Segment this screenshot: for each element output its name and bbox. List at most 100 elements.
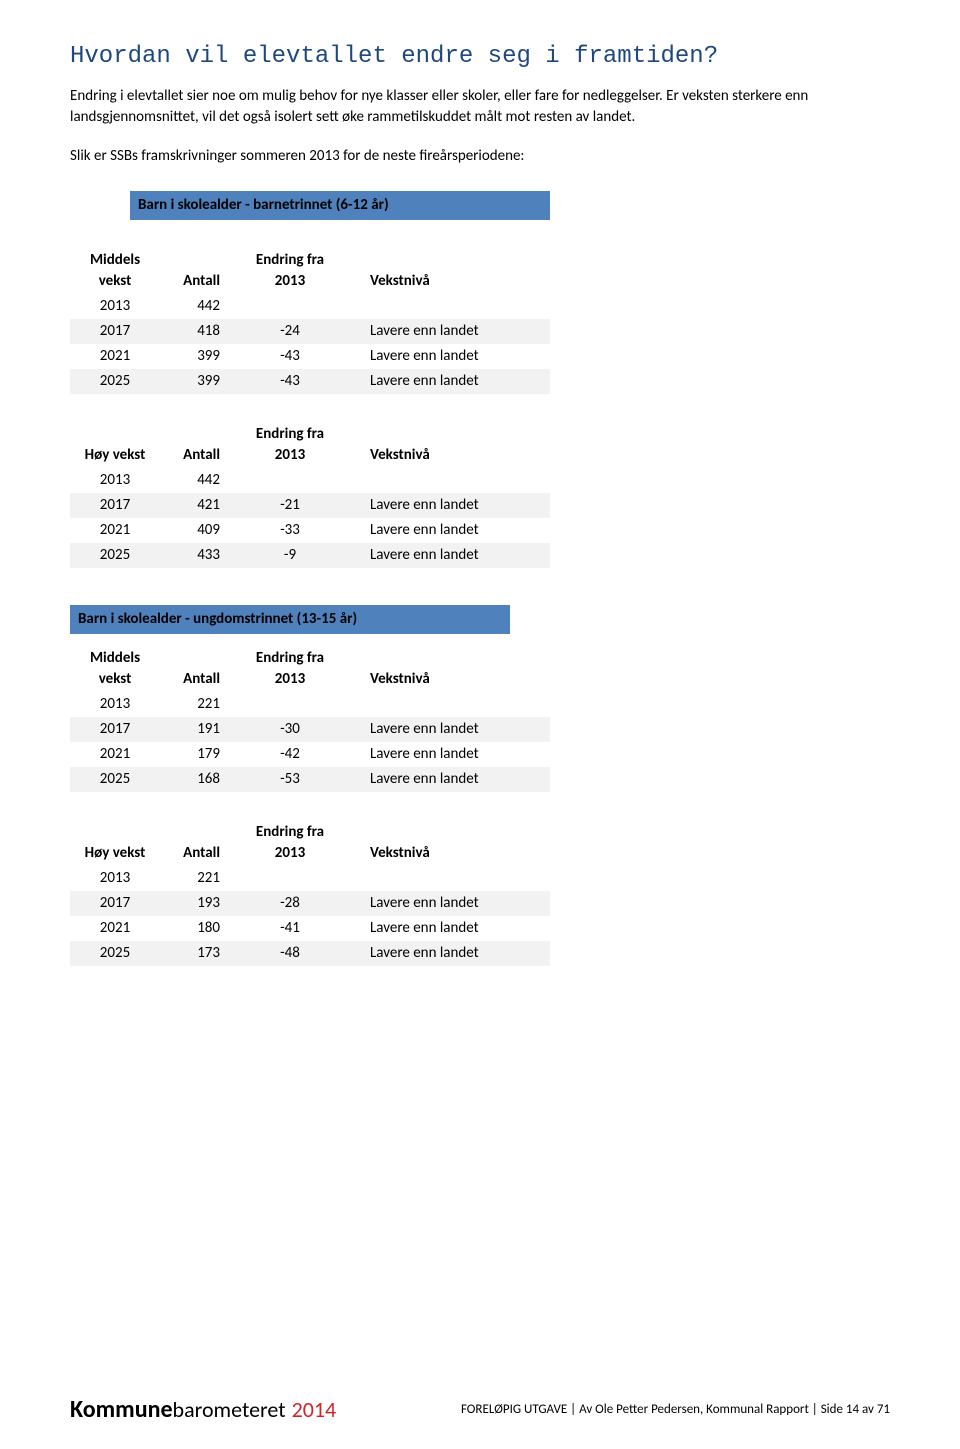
table-row: 2025399-43Lavere enn landet [70,369,550,394]
page-footer: Kommunebarometeret 2014 FORELØPIG UTGAVE… [70,1393,890,1427]
col-header-vekstniva: Vekstnivå [350,820,550,866]
col-header-endring: Endring fra 2013 [230,248,350,294]
cell-antall: 442 [160,294,230,319]
logo-bold: Kommune [70,1393,173,1427]
intro-paragraph-1: Endring i elevtallet sier noe om mulig b… [70,86,890,128]
cell-year: 2021 [70,518,160,543]
table-body: 20132212017191-30Lavere enn landet202117… [70,692,550,792]
cell-year: 2013 [70,692,160,717]
table-middels-ungdomstrinnet: Middels vekst Antall Endring fra 2013 Ve… [70,646,550,792]
col-header-hoy: Høy vekst [70,820,160,866]
cell-antall: 409 [160,518,230,543]
table-body: 20134422017418-24Lavere enn landet202139… [70,294,550,394]
table-row: 2017418-24Lavere enn landet [70,319,550,344]
cell-endring: -9 [230,543,350,568]
cell-vekstniva: Lavere enn landet [350,891,550,916]
cell-antall: 399 [160,369,230,394]
cell-antall: 399 [160,344,230,369]
cell-antall: 433 [160,543,230,568]
table-row: 2021399-43Lavere enn landet [70,344,550,369]
cell-year: 2017 [70,891,160,916]
table-row: 2013221 [70,692,550,717]
cell-antall: 221 [160,866,230,891]
table-body: 20134422017421-21Lavere enn landet202140… [70,468,550,568]
cell-year: 2025 [70,767,160,792]
cell-year: 2013 [70,468,160,493]
table-row: 2017421-21Lavere enn landet [70,493,550,518]
table-row: 2013442 [70,468,550,493]
cell-endring: -24 [230,319,350,344]
cell-vekstniva: Lavere enn landet [350,344,550,369]
table-middels-barnetrinnet: Middels vekst Antall Endring fra 2013 Ve… [70,248,550,394]
col-header-vekstniva: Vekstnivå [350,248,550,294]
cell-vekstniva: Lavere enn landet [350,742,550,767]
cell-endring: -43 [230,369,350,394]
cell-antall: 193 [160,891,230,916]
cell-vekstniva [350,866,550,891]
cell-year: 2025 [70,543,160,568]
cell-antall: 173 [160,941,230,966]
cell-endring: -41 [230,916,350,941]
cell-antall: 421 [160,493,230,518]
cell-year: 2017 [70,493,160,518]
col-header-vekstniva: Vekstnivå [350,646,550,692]
cell-vekstniva: Lavere enn landet [350,369,550,394]
cell-vekstniva [350,294,550,319]
cell-year: 2017 [70,717,160,742]
table-row: 2017193-28Lavere enn landet [70,891,550,916]
table-row: 2025433-9Lavere enn landet [70,543,550,568]
col-header-middels: Middels vekst [70,646,160,692]
col-header-middels: Middels vekst [70,248,160,294]
cell-vekstniva: Lavere enn landet [350,941,550,966]
col-header-endring: Endring fra 2013 [230,422,350,468]
cell-year: 2017 [70,319,160,344]
cell-antall: 179 [160,742,230,767]
col-header-antall: Antall [160,422,230,468]
section-header-barnetrinnet: Barn i skolealder - barnetrinnet (6-12 å… [130,191,550,220]
logo-rest: barometeret [173,1395,286,1426]
cell-antall: 168 [160,767,230,792]
intro-paragraph-2: Slik er SSBs framskrivninger sommeren 20… [70,146,890,167]
col-header-antall: Antall [160,820,230,866]
cell-year: 2021 [70,916,160,941]
cell-vekstniva: Lavere enn landet [350,767,550,792]
col-header-endring: Endring fra 2013 [230,820,350,866]
cell-vekstniva [350,692,550,717]
table-row: 2017191-30Lavere enn landet [70,717,550,742]
cell-year: 2025 [70,369,160,394]
cell-endring [230,294,350,319]
cell-antall: 221 [160,692,230,717]
logo: Kommunebarometeret 2014 [70,1393,336,1427]
cell-endring: -43 [230,344,350,369]
table-row: 2013221 [70,866,550,891]
table-row: 2025168-53Lavere enn landet [70,767,550,792]
cell-endring [230,692,350,717]
cell-vekstniva: Lavere enn landet [350,493,550,518]
cell-vekstniva: Lavere enn landet [350,319,550,344]
cell-endring [230,866,350,891]
page-title: Hvordan vil elevtallet endre seg i framt… [70,40,890,74]
cell-endring: -48 [230,941,350,966]
table-row: 2021179-42Lavere enn landet [70,742,550,767]
cell-antall: 180 [160,916,230,941]
logo-year: 2014 [292,1395,337,1426]
cell-endring: -21 [230,493,350,518]
table-row: 2013442 [70,294,550,319]
cell-vekstniva: Lavere enn landet [350,717,550,742]
table-row: 2021180-41Lavere enn landet [70,916,550,941]
cell-vekstniva: Lavere enn landet [350,518,550,543]
cell-year: 2021 [70,344,160,369]
col-header-endring: Endring fra 2013 [230,646,350,692]
cell-endring [230,468,350,493]
cell-endring: -28 [230,891,350,916]
cell-vekstniva: Lavere enn landet [350,916,550,941]
col-header-hoy: Høy vekst [70,422,160,468]
cell-year: 2025 [70,941,160,966]
cell-endring: -53 [230,767,350,792]
table-body: 20132212017193-28Lavere enn landet202118… [70,866,550,966]
cell-year: 2013 [70,866,160,891]
table-hoy-ungdomstrinnet: Høy vekst Antall Endring fra 2013 Vekstn… [70,820,550,966]
cell-year: 2021 [70,742,160,767]
footer-text: FORELØPIG UTGAVE | Av Ole Petter Pederse… [461,1401,890,1419]
cell-year: 2013 [70,294,160,319]
